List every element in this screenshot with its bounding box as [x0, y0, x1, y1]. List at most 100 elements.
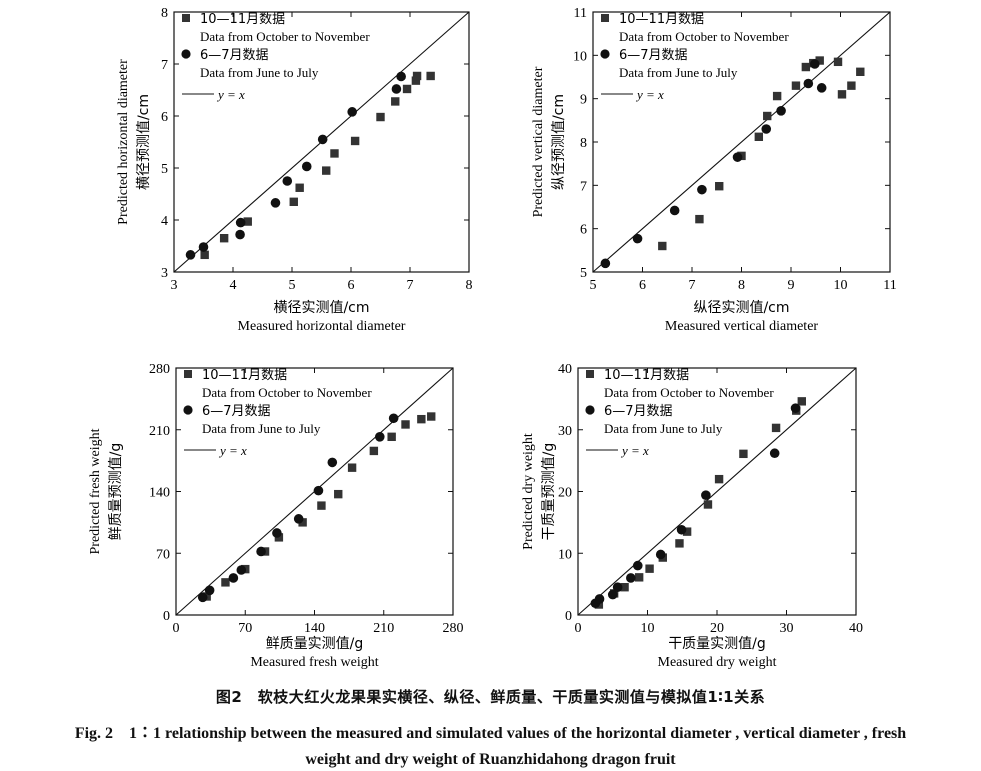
data-point-square [801, 62, 811, 72]
data-point-square [739, 449, 748, 459]
x-tick-label: 6 [639, 278, 646, 293]
data-point-square [334, 489, 343, 499]
y-tick-label: 5 [580, 266, 587, 281]
caption-en-line1: Fig. 2 1∶1 relationship between the meas… [74, 725, 907, 742]
data-point-circle [293, 514, 304, 524]
y-axis-title-en: Predicted horizontal diameter [116, 59, 131, 225]
x-tick-label: 5 [590, 278, 597, 293]
legend-jun-jul-cn: 6—7月数据 [619, 48, 688, 63]
data-point-square [645, 564, 654, 573]
data-point-circle [282, 176, 293, 186]
x-axis-title-cn: 横径实测值/cm [273, 300, 369, 316]
data-point-square [347, 463, 357, 472]
data-point-circle [270, 198, 281, 208]
x-tick-label: 30 [780, 621, 794, 636]
legend-line-label: y = x [635, 87, 664, 102]
data-point-square [219, 234, 229, 243]
legend-jun-jul-cn: 6—7月数据 [200, 48, 269, 63]
data-point-circle [235, 229, 245, 240]
data-point-circle [272, 528, 282, 538]
data-point-square [772, 91, 782, 101]
legend-square-icon [182, 14, 190, 22]
legend-circle-icon [181, 49, 191, 59]
x-tick-label: 280 [443, 621, 464, 636]
x-axis-title-en: Measured dry weight [658, 655, 777, 670]
legend-line-label: y = x [216, 87, 245, 102]
x-tick-label: 0 [575, 621, 582, 636]
x-axis-title-cn: 鲜质量实测值/g [266, 636, 364, 652]
legend-square-icon [601, 14, 609, 22]
data-point-circle [769, 448, 780, 459]
data-point-square [350, 136, 360, 146]
x-tick-label: 210 [373, 621, 394, 636]
legend-jun-jul-en: Data from June to July [200, 65, 319, 80]
y-tick-label: 280 [149, 362, 170, 377]
y-tick-label: 140 [149, 486, 170, 501]
data-point-circle [697, 184, 707, 195]
data-point-circle [313, 485, 324, 496]
data-point-square [411, 76, 421, 85]
legend-oct-nov-cn: 10—11月数据 [202, 368, 287, 383]
data-point-circle [632, 233, 643, 244]
legend-circle-icon [585, 405, 595, 415]
y-tick-label: 6 [161, 110, 168, 125]
data-point-square [815, 56, 824, 65]
data-point-square [322, 166, 331, 175]
legend-jun-jul-cn: 6—7月数据 [604, 404, 673, 419]
x-axis-title-cn: 干质量实测值/g [668, 636, 766, 652]
data-point-square [387, 432, 396, 442]
data-point-square [317, 501, 326, 510]
y-axis-title-cn: 鲜质量预测值/g [108, 443, 124, 541]
y-tick-label: 0 [565, 609, 572, 624]
data-point-circle [626, 573, 636, 583]
data-point-square [791, 81, 801, 90]
legend-square-icon [184, 370, 192, 378]
data-point-circle [197, 592, 208, 603]
legend-square-icon [586, 370, 594, 378]
x-axis-title-cn: 纵径实测值/cm [693, 300, 789, 316]
y-axis-title-en: Predicted dry weight [521, 433, 536, 550]
x-tick-label: 7 [407, 278, 414, 293]
data-point-circle [396, 71, 406, 82]
x-tick-label: 140 [304, 621, 325, 636]
data-point-square [274, 533, 284, 542]
x-tick-label: 9 [788, 278, 795, 293]
legend-line-label: y = x [218, 443, 247, 458]
y-axis-title-cn: 干质量预测值/g [541, 443, 557, 541]
data-point-square [376, 112, 385, 122]
data-point-circle [235, 217, 246, 228]
legend-oct-nov-en: Data from October to November [202, 385, 372, 400]
legend-oct-nov-cn: 10—11月数据 [619, 12, 704, 27]
x-tick-label: 40 [849, 621, 863, 636]
reference-line-y-equals-x [592, 11, 891, 273]
data-point-circle [732, 152, 743, 162]
legend-oct-nov-en: Data from October to November [200, 29, 370, 44]
data-point-circle [655, 549, 666, 560]
data-point-square [298, 518, 307, 527]
y-tick-label: 3 [161, 266, 168, 281]
data-point-circle [607, 589, 618, 600]
legend-jun-jul-cn: 6—7月数据 [202, 404, 271, 419]
data-point-circle [391, 84, 402, 94]
legend-oct-nov-en: Data from October to November [604, 385, 774, 400]
data-point-square [634, 573, 644, 582]
y-tick-label: 0 [163, 609, 170, 624]
legend: 10—11月数据 Data from October to November 6—7… [183, 368, 372, 458]
legend-line-label: y = x [620, 443, 649, 458]
data-point-square [695, 214, 704, 224]
data-point-square [200, 250, 209, 260]
data-point-circle [632, 560, 643, 571]
data-point-square [703, 500, 713, 509]
x-axis-title-en: Measured fresh weight [250, 655, 378, 670]
legend: 10—11月数据 Data from October to November 6—7… [600, 12, 789, 102]
data-point-square [289, 197, 298, 206]
data-point-square [330, 149, 339, 158]
data-point-square [797, 397, 806, 406]
data-point-circle [669, 205, 680, 216]
data-point-square [754, 132, 764, 141]
y-tick-label: 8 [580, 136, 587, 151]
legend-circle-icon [600, 49, 610, 59]
data-point-circle [301, 161, 312, 172]
data-point-square [401, 420, 410, 429]
data-point-square [682, 527, 692, 536]
